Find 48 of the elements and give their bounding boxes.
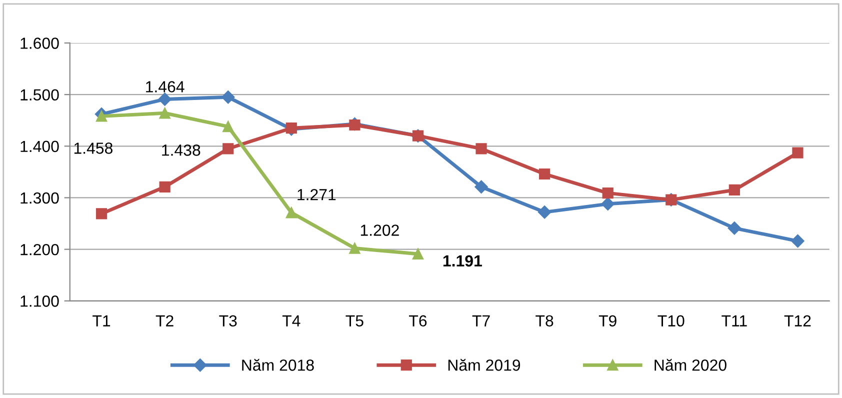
point xyxy=(96,110,108,122)
point xyxy=(286,207,297,218)
point xyxy=(222,143,234,154)
data-label: 1.202 xyxy=(360,224,399,236)
x-tick-label: T6 xyxy=(409,315,427,327)
x-tick-label: T2 xyxy=(156,315,174,326)
x-tick-label: T11 xyxy=(722,315,747,326)
legend-label: Năm 2018 xyxy=(242,358,314,371)
legend-label: Năm 2019 xyxy=(448,358,520,371)
point xyxy=(602,188,614,199)
y-tick-label: 1.600 xyxy=(20,38,59,49)
y-tick-label: 1.200 xyxy=(20,244,59,256)
y-tick-label: 1.500 xyxy=(20,89,59,101)
data-label: 1.271 xyxy=(298,188,336,200)
x-tick-label: T9 xyxy=(598,315,616,327)
data-label: 1.458 xyxy=(74,142,112,154)
legend-label: Năm 2020 xyxy=(654,358,726,371)
x-tick-label: T12 xyxy=(784,315,811,326)
x-tick-label: T8 xyxy=(536,315,554,327)
y-tick-label: 1.400 xyxy=(20,140,59,152)
data-label: 1.438 xyxy=(162,144,200,156)
x-tick-label: T10 xyxy=(658,315,684,327)
point xyxy=(538,206,552,219)
data-label: 1.464 xyxy=(146,81,184,92)
point xyxy=(96,208,108,220)
x-tick-label: T5 xyxy=(346,315,364,327)
point xyxy=(222,90,235,104)
point xyxy=(474,180,488,194)
x-tick-label: T7 xyxy=(472,315,490,326)
data-label: 1.191 xyxy=(443,255,482,267)
y-tick-label: 1.300 xyxy=(20,192,59,204)
point xyxy=(159,108,170,119)
point xyxy=(792,147,804,158)
point xyxy=(728,222,742,235)
x-tick-label: T4 xyxy=(282,315,300,326)
point xyxy=(349,242,360,254)
point xyxy=(222,120,234,132)
point xyxy=(412,248,424,260)
point xyxy=(728,184,740,196)
point xyxy=(476,143,487,154)
point xyxy=(159,181,170,192)
x-tick-label: T3 xyxy=(219,315,237,327)
point xyxy=(791,234,804,248)
point xyxy=(158,92,172,106)
y-tick-label: 1.100 xyxy=(20,296,59,307)
point xyxy=(601,197,614,211)
x-tick-label: T1 xyxy=(92,315,110,326)
point xyxy=(539,168,550,180)
